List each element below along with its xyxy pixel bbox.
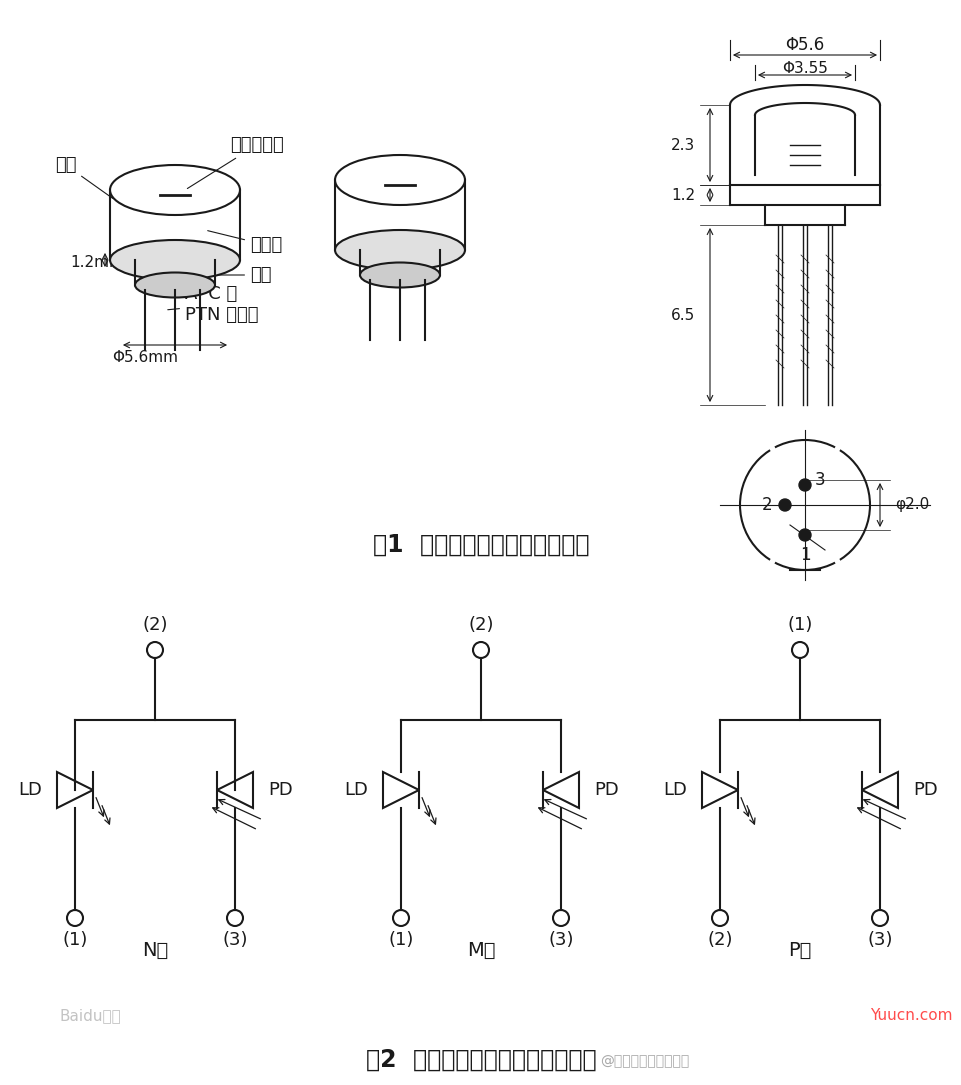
Text: (1): (1) (62, 931, 87, 949)
Text: 管帽: 管帽 (55, 156, 112, 199)
Text: (2): (2) (142, 616, 167, 634)
Text: (3): (3) (548, 931, 573, 949)
Text: PD: PD (268, 781, 292, 799)
Ellipse shape (110, 240, 239, 280)
Ellipse shape (135, 272, 214, 297)
Text: N型: N型 (141, 941, 168, 959)
Text: (1): (1) (786, 616, 812, 634)
Text: 6.5: 6.5 (670, 307, 694, 322)
Text: LD: LD (344, 781, 368, 799)
Circle shape (799, 478, 810, 492)
Text: (2): (2) (468, 616, 493, 634)
Text: Φ3.55: Φ3.55 (781, 61, 827, 76)
Text: (1): (1) (388, 931, 413, 949)
Text: 图1  激光二极管的外形及其尺寸: 图1 激光二极管的外形及其尺寸 (372, 533, 589, 557)
Text: Baidu文库: Baidu文库 (60, 1008, 122, 1023)
Text: APC 用
PTN 二极管: APC 用 PTN 二极管 (167, 285, 259, 324)
Ellipse shape (359, 263, 439, 288)
Text: P型: P型 (787, 941, 811, 959)
Text: 2: 2 (761, 496, 772, 514)
Text: 2.3: 2.3 (670, 138, 694, 153)
Text: 1: 1 (799, 546, 809, 564)
Text: 管座: 管座 (198, 266, 271, 284)
Text: @文火冰糖的硅基工坊: @文火冰糖的硅基工坊 (600, 1054, 688, 1068)
Text: 1.2mm: 1.2mm (70, 255, 124, 269)
Ellipse shape (334, 230, 464, 270)
Text: Φ5.6mm: Φ5.6mm (111, 350, 178, 365)
Text: 激光器芯片: 激光器芯片 (187, 136, 283, 189)
Text: M型: M型 (466, 941, 495, 959)
Text: LD: LD (662, 781, 686, 799)
Text: (3): (3) (222, 931, 248, 949)
Text: 散热器: 散热器 (208, 231, 282, 254)
Text: 图2  激光二极管的内部结构示意图: 图2 激光二极管的内部结构示意图 (365, 1048, 596, 1072)
Circle shape (799, 529, 810, 541)
Text: Yuucn.com: Yuucn.com (869, 1008, 951, 1023)
Text: 3: 3 (814, 471, 825, 489)
Text: PD: PD (593, 781, 618, 799)
Text: φ2.0: φ2.0 (894, 498, 928, 512)
Circle shape (778, 499, 790, 511)
Text: LD: LD (18, 781, 42, 799)
Text: PD: PD (912, 781, 937, 799)
Text: Φ5.6: Φ5.6 (784, 36, 824, 54)
Text: 1.2: 1.2 (670, 188, 694, 203)
Text: (3): (3) (867, 931, 892, 949)
Text: (2): (2) (706, 931, 732, 949)
